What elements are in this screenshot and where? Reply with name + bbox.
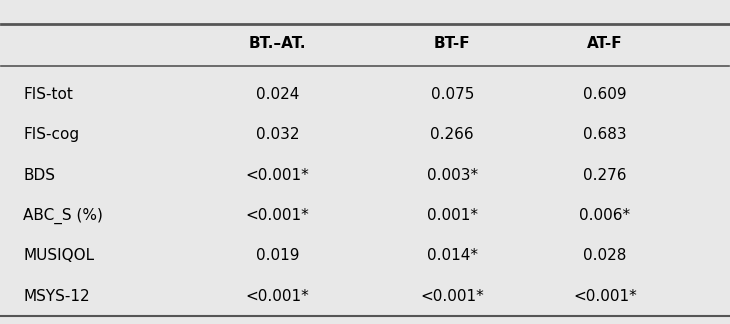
Text: 0.028: 0.028 xyxy=(583,248,626,263)
Text: 0.032: 0.032 xyxy=(256,127,299,142)
Text: MSYS-12: MSYS-12 xyxy=(23,289,90,304)
Text: 0.075: 0.075 xyxy=(431,87,474,102)
Text: FIS-cog: FIS-cog xyxy=(23,127,80,142)
Text: MUSIQOL: MUSIQOL xyxy=(23,248,94,263)
Text: BT.–AT.: BT.–AT. xyxy=(249,36,307,51)
Text: <0.001*: <0.001* xyxy=(246,289,310,304)
Text: 0.014*: 0.014* xyxy=(427,248,477,263)
Text: <0.001*: <0.001* xyxy=(246,168,310,183)
Text: 0.266: 0.266 xyxy=(431,127,474,142)
Text: 0.276: 0.276 xyxy=(583,168,627,183)
Text: 0.609: 0.609 xyxy=(583,87,627,102)
Text: 0.001*: 0.001* xyxy=(427,208,477,223)
Text: BT-F: BT-F xyxy=(434,36,471,51)
Text: 0.003*: 0.003* xyxy=(427,168,478,183)
Text: BDS: BDS xyxy=(23,168,55,183)
Text: <0.001*: <0.001* xyxy=(420,289,484,304)
Text: 0.019: 0.019 xyxy=(256,248,299,263)
Text: ABC_S (%): ABC_S (%) xyxy=(23,207,103,224)
Text: AT-F: AT-F xyxy=(587,36,623,51)
Text: 0.024: 0.024 xyxy=(256,87,299,102)
Text: <0.001*: <0.001* xyxy=(246,208,310,223)
Text: <0.001*: <0.001* xyxy=(573,289,637,304)
Text: 0.006*: 0.006* xyxy=(580,208,631,223)
Text: 0.683: 0.683 xyxy=(583,127,627,142)
Text: FIS-tot: FIS-tot xyxy=(23,87,73,102)
